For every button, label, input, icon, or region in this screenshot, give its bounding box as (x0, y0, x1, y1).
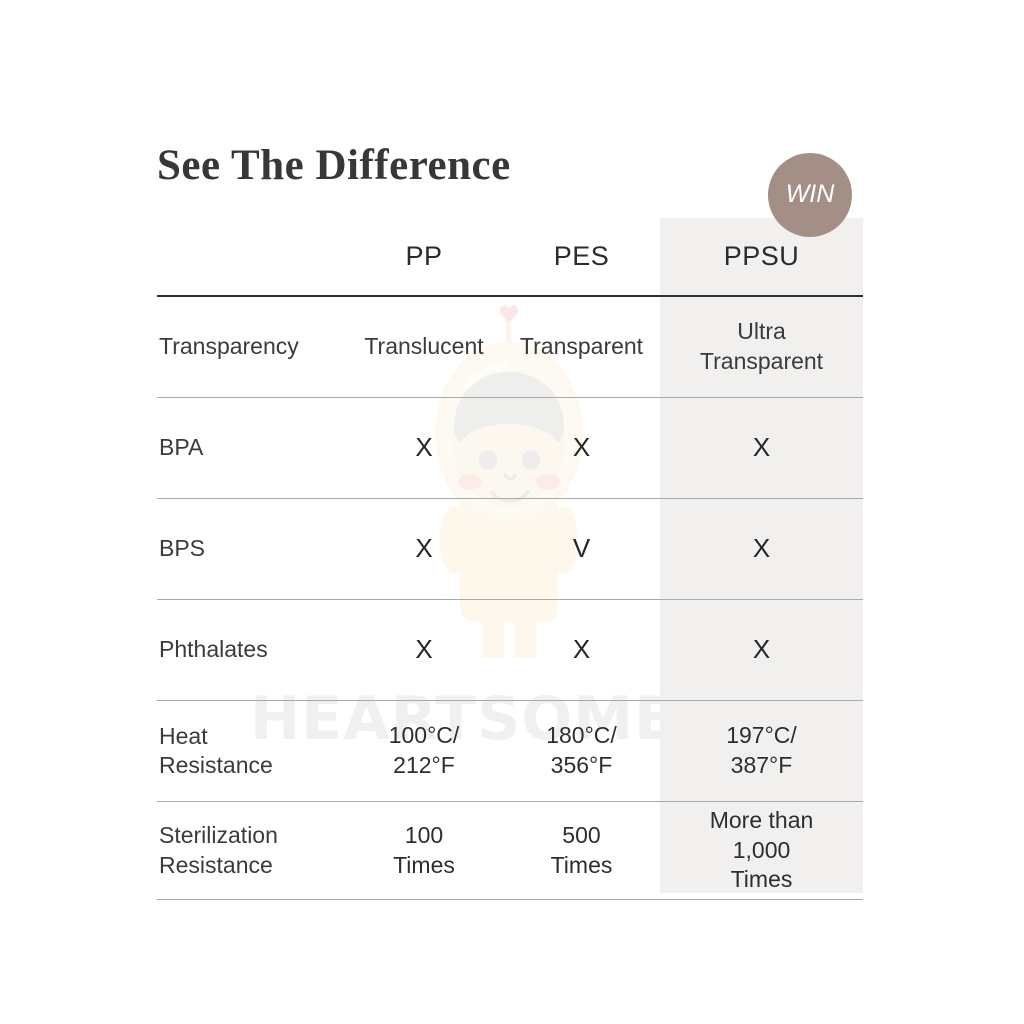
cell-bpa-pes: X (503, 398, 660, 498)
value-line-2: 212°F (393, 752, 455, 778)
cell-heat-resistance-pes: 180°C/ 356°F (503, 701, 660, 801)
label-line-2: Resistance (159, 851, 273, 878)
row-label-sterilization-resistance: Sterilization Resistance (157, 802, 345, 899)
value-text: 500 Times (551, 821, 613, 881)
cell-sterilization-ppsu: More than 1,000 Times (660, 802, 863, 899)
cell-transparency-ppsu: Ultra Transparent (660, 297, 863, 397)
cell-heat-resistance-pp: 100°C/ 212°F (345, 701, 503, 801)
comparison-table: PP PES PPSU Transparency Translucent Tra… (157, 218, 863, 900)
table-row: BPS X V X (157, 499, 863, 600)
value-line-1: 500 (562, 821, 601, 848)
value-text: 100 Times (393, 821, 455, 881)
value-text: X (572, 432, 591, 463)
header-cell-ppsu: PPSU (723, 241, 800, 271)
value-text: Ultra Transparent (700, 317, 823, 377)
value-line-1: More than (709, 806, 814, 833)
cell-transparency-pes: Transparent (503, 297, 660, 397)
cell-bpa-pp: X (345, 398, 503, 498)
label-line-1: Heat (159, 722, 208, 749)
value-line-1: 197°C/ (726, 722, 797, 749)
value-text: Transparent (519, 333, 644, 360)
value-text: 100°C/ 212°F (389, 721, 460, 781)
row-label-heat-resistance: Heat Resistance (157, 701, 345, 801)
value-line-1: 180°C/ (546, 722, 617, 749)
table-row: Phthalates X X X (157, 600, 863, 701)
value-line-1: Ultra (737, 318, 786, 345)
row-label-text: Sterilization Resistance (159, 821, 278, 880)
row-label-text: Heat Resistance (159, 722, 273, 781)
table-row: Transparency Translucent Transparent Ult… (157, 297, 863, 398)
value-text: X (415, 432, 433, 463)
cell-bps-pes: V (503, 499, 660, 599)
value-line-2: 356°F (550, 752, 613, 778)
value-text: Translucent (364, 333, 484, 360)
value-text: X (572, 634, 591, 665)
win-badge-label: WIN (785, 179, 835, 208)
cell-phthalates-ppsu: X (660, 600, 863, 700)
ppsu-column-highlight (660, 218, 863, 893)
cell-bps-ppsu: X (660, 499, 863, 599)
value-text: 197°C/ 387°F (726, 721, 797, 781)
header-cell-pp: PP (405, 241, 443, 271)
win-badge: WIN (768, 153, 852, 237)
row-label-transparency: Transparency (159, 333, 299, 360)
value-line-1: 100 (404, 821, 444, 848)
cell-phthalates-pes: X (503, 600, 660, 700)
cell-heat-resistance-ppsu: 197°C/ 387°F (660, 701, 863, 801)
page-title: See The Difference (157, 142, 511, 189)
table-row: BPA X X X (157, 398, 863, 499)
header-cell-feature (157, 218, 345, 295)
cell-sterilization-pes: 500 Times (503, 802, 660, 899)
value-text: X (415, 634, 433, 665)
value-text: X (752, 533, 771, 564)
table-row: Heat Resistance 100°C/ 212°F 180°C/ 356°… (157, 701, 863, 802)
cell-bpa-ppsu: X (660, 398, 863, 498)
value-line-2: 1,000 (732, 836, 791, 863)
label-line-1: Sterilization (159, 822, 278, 849)
row-label-bpa: BPA (159, 434, 204, 461)
value-line-2: Times (393, 851, 455, 878)
value-line-2: Times (550, 851, 613, 878)
value-line-1: 100°C/ (388, 722, 460, 749)
value-text: More than 1,000 Times (710, 806, 814, 896)
value-text: V (572, 533, 591, 564)
value-text: 180°C/ 356°F (546, 721, 617, 781)
label-line-2: Resistance (159, 752, 273, 778)
row-label-bps: BPS (159, 535, 206, 562)
cell-transparency-pp: Translucent (345, 297, 503, 397)
value-text: X (752, 432, 771, 463)
header-cell-pes: PES (553, 241, 610, 271)
cell-sterilization-pp: 100 Times (345, 802, 503, 899)
row-label-phthalates: Phthalates (159, 636, 268, 663)
value-line-3: Times (730, 866, 793, 893)
cell-phthalates-pp: X (345, 600, 503, 700)
table-row: Sterilization Resistance 100 Times 500 T… (157, 802, 863, 900)
value-line-2: 387°F (730, 752, 793, 778)
value-text: X (752, 634, 771, 665)
cell-bps-pp: X (345, 499, 503, 599)
table-header-row: PP PES PPSU (157, 218, 863, 297)
value-line-2: Transparent (699, 348, 824, 374)
value-text: X (415, 533, 433, 564)
